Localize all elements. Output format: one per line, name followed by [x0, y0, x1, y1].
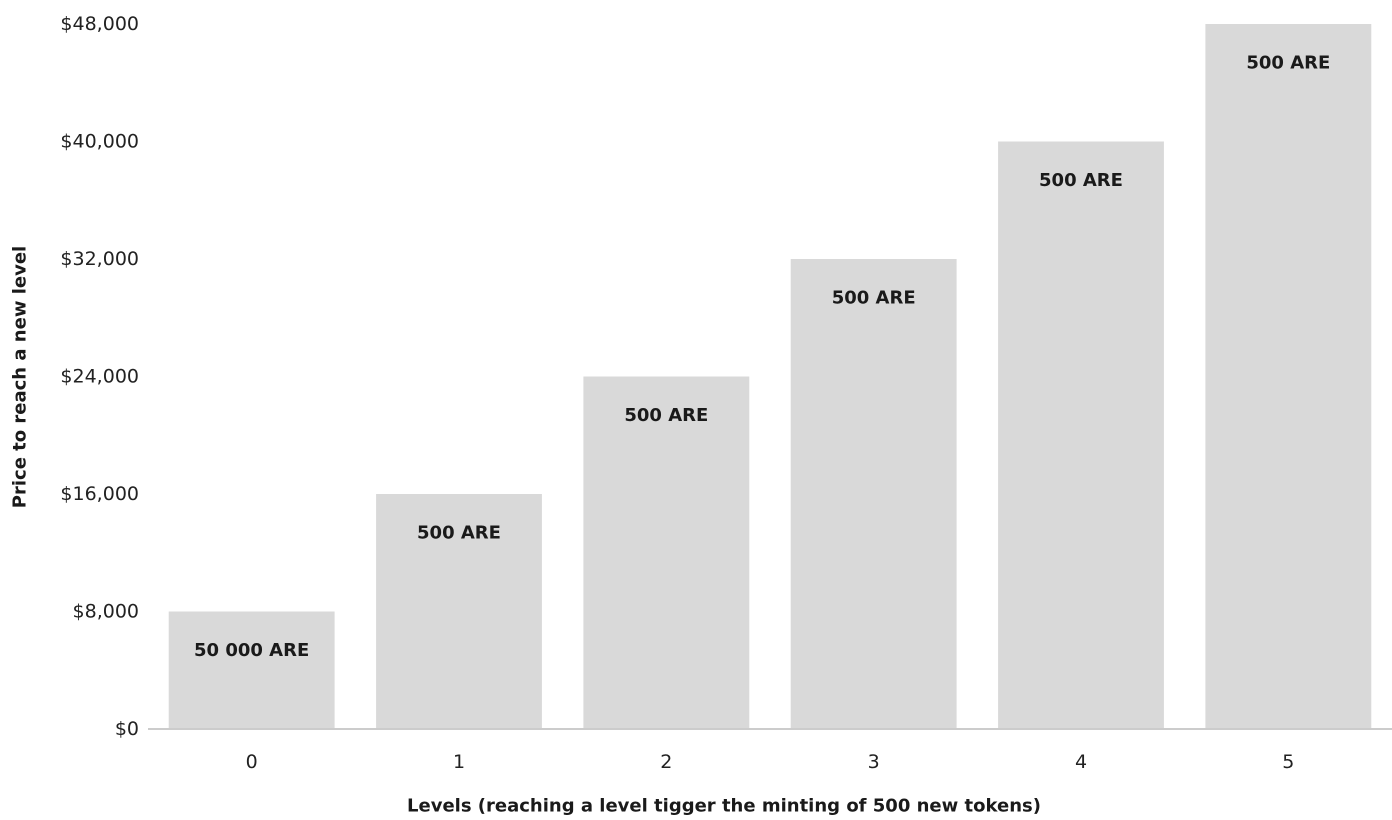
x-tick-label: 5: [1282, 751, 1294, 773]
y-axis-title: Price to reach a new level: [10, 246, 31, 508]
y-tick-label: $24,000: [60, 366, 139, 388]
x-axis-ticks: 0 1 2 3 4 5: [246, 751, 1295, 773]
x-tick-label: 0: [246, 751, 258, 773]
bar-data-label: 500 ARE: [832, 288, 916, 309]
x-axis-title: Levels (reaching a level tigger the mint…: [407, 796, 1041, 817]
y-tick-label: $16,000: [60, 483, 139, 505]
bar: [376, 494, 542, 729]
bar: [790, 259, 957, 729]
bar-data-label: 500 ARE: [417, 523, 501, 544]
y-tick-label: $32,000: [60, 248, 139, 270]
x-tick-label: 3: [868, 751, 880, 773]
bar-data-label: 500 ARE: [1039, 170, 1123, 191]
bar: [1205, 24, 1372, 729]
x-tick-label: 4: [1075, 751, 1087, 773]
y-axis-ticks: $0 $8,000 $16,000 $24,000 $32,000 $40,000 $48,…: [60, 13, 139, 740]
y-tick-label: $40,000: [60, 131, 139, 153]
bar: [168, 611, 335, 729]
x-tick-label: 2: [660, 751, 672, 773]
bar-data-label: 500 ARE: [624, 405, 708, 426]
bar: [583, 376, 750, 729]
y-tick-label: $48,000: [60, 13, 139, 35]
bars: 50 000 ARE 500 ARE 500 ARE 500 ARE 500 ARE 50…: [168, 24, 1372, 729]
y-tick-label: $0: [115, 718, 139, 740]
bar: [998, 141, 1164, 729]
y-tick-label: $8,000: [73, 601, 139, 623]
bar-data-label: 500 ARE: [1246, 53, 1330, 74]
bar-data-label: 50 000 ARE: [194, 640, 309, 661]
x-tick-label: 1: [453, 751, 465, 773]
